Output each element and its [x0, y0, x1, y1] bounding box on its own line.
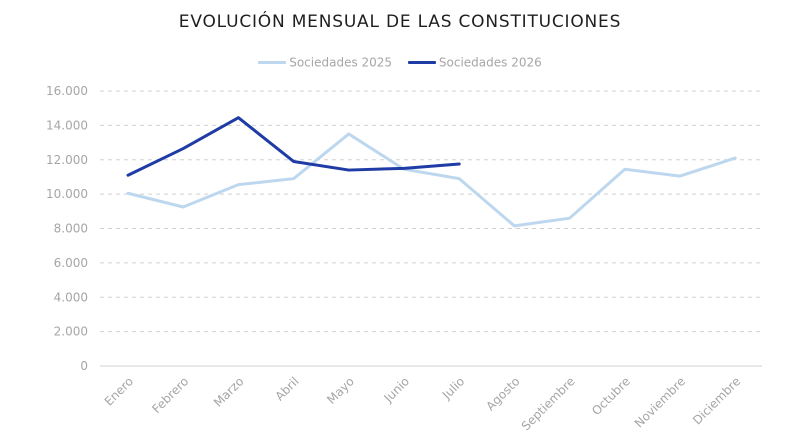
x-tick-label: Octubre [589, 374, 633, 418]
x-tick-label: Julio [439, 374, 467, 402]
x-tick-label: Noviembre [632, 374, 688, 430]
x-tick-label: Abril [272, 374, 301, 403]
legend-label-2026: Sociedades 2026 [438, 55, 542, 70]
x-tick-label: Agosto [483, 374, 522, 413]
legend: Sociedades 2025 Sociedades 2026 [0, 55, 800, 70]
y-tick-label: 16.000 [46, 84, 88, 98]
y-tick-label: 10.000 [46, 187, 88, 201]
y-tick-label: 2.000 [54, 325, 88, 339]
y-tick-label: 0 [80, 359, 88, 373]
y-tick-label: 14.000 [46, 118, 88, 132]
y-tick-label: 12.000 [46, 153, 88, 167]
legend-swatch-2025 [258, 61, 287, 65]
x-tick-label: Febrero [149, 374, 191, 416]
legend-item-2025: Sociedades 2025 [258, 55, 392, 70]
y-tick-label: 4.000 [54, 290, 88, 304]
x-tick-label: Enero [102, 374, 136, 408]
y-tick-label: 8.000 [54, 222, 88, 236]
legend-label-2025: Sociedades 2025 [289, 55, 393, 70]
x-tick-label: Septiembre [519, 374, 578, 433]
x-tick-label: Marzo [211, 374, 247, 410]
series-line-1 [126, 116, 461, 177]
x-tick-label: Diciembre [690, 374, 743, 427]
x-tick-label: Junio [381, 374, 412, 405]
legend-swatch-2026 [407, 61, 436, 65]
y-tick-label: 6.000 [54, 256, 88, 270]
legend-item-2026: Sociedades 2026 [407, 55, 542, 70]
chart-title: EVOLUCIÓN MENSUAL DE LAS CONSTITUCIONES [178, 12, 622, 32]
series-line-0 [126, 132, 737, 228]
x-tick-label: Mayo [324, 374, 357, 407]
